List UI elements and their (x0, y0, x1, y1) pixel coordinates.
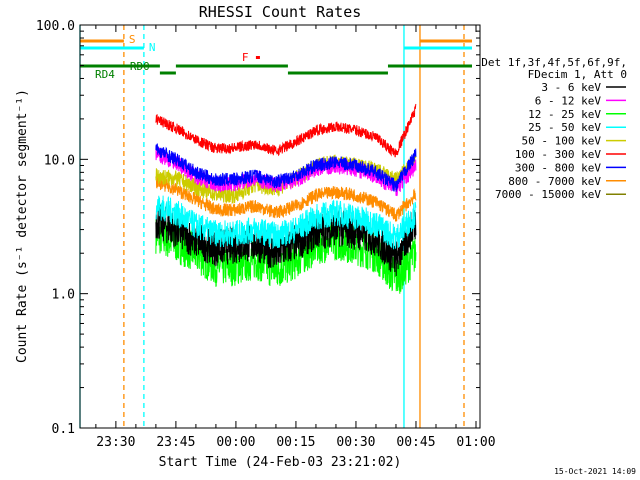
y-tick-label: 100.0 (36, 19, 75, 34)
x-axis-label: Start Time (24-Feb-03 23:21:02) (159, 455, 402, 470)
flag-label-rd0: RD0 (130, 60, 150, 73)
flag-label-s: S (129, 33, 136, 46)
flag-label-rd4: RD4 (95, 68, 115, 81)
x-axis-ticks: 23:30 23:45 00:00 00:15 00:30 00:45 01:00 (95, 25, 496, 450)
flare-flag-marker (255, 56, 260, 59)
plot-frame (79, 24, 481, 429)
chart-title: RHESSI Count Rates (199, 3, 362, 21)
series-line (155, 143, 417, 192)
series-line (155, 176, 417, 222)
legend-entry-label: 800 - 7000 keV (508, 175, 601, 188)
y-axis-label: Count Rate (s⁻¹ detector segment⁻¹) (15, 89, 30, 363)
x-tick-label: 00:45 (396, 435, 435, 450)
series-lines (155, 103, 417, 294)
legend-header: Det 1f,3f,4f,5f,6f,9f, (481, 56, 627, 69)
y-tick-label: 10.0 (44, 153, 75, 168)
x-tick-label: 23:30 (96, 435, 135, 450)
legend-entry-label: 50 - 100 keV (522, 135, 602, 148)
y-axis-ticks: 0.1 1.0 10.0 100.0 (36, 19, 480, 437)
status-flags: SN F RD0 RD4 (80, 33, 472, 81)
y-tick-label: 0.1 (52, 422, 75, 437)
y-tick-label: 1.0 (52, 288, 75, 303)
legend-entry-label: 7000 - 15000 keV (495, 188, 601, 201)
x-tick-label: 00:15 (276, 435, 315, 450)
flag-label-n: N (149, 41, 156, 54)
legend-header: FDecim 1, Att 0 (528, 68, 627, 81)
flag-label-f: F (242, 51, 249, 64)
series-line (155, 146, 417, 197)
footer-date: 15-Oct-2021 14:09 (554, 467, 636, 476)
x-tick-label: 01:00 (456, 435, 495, 450)
legend-entry-label: 3 - 6 keV (541, 81, 601, 94)
series-line (155, 103, 417, 158)
legend-entry-label: 25 - 50 keV (528, 121, 601, 134)
legend-entry-label: 12 - 25 keV (528, 108, 601, 121)
legend-entry-label: 300 - 800 keV (515, 161, 601, 174)
x-tick-label: 00:00 (216, 435, 255, 450)
legend: Det 1f,3f,4f,5f,6f,9f,FDecim 1, Att 03 -… (481, 56, 627, 201)
x-tick-label: 23:45 (156, 435, 195, 450)
legend-entry-label: 6 - 12 keV (535, 94, 602, 107)
legend-entry-label: 100 - 300 keV (515, 148, 601, 161)
x-tick-label: 00:30 (336, 435, 375, 450)
series-line (155, 195, 417, 250)
